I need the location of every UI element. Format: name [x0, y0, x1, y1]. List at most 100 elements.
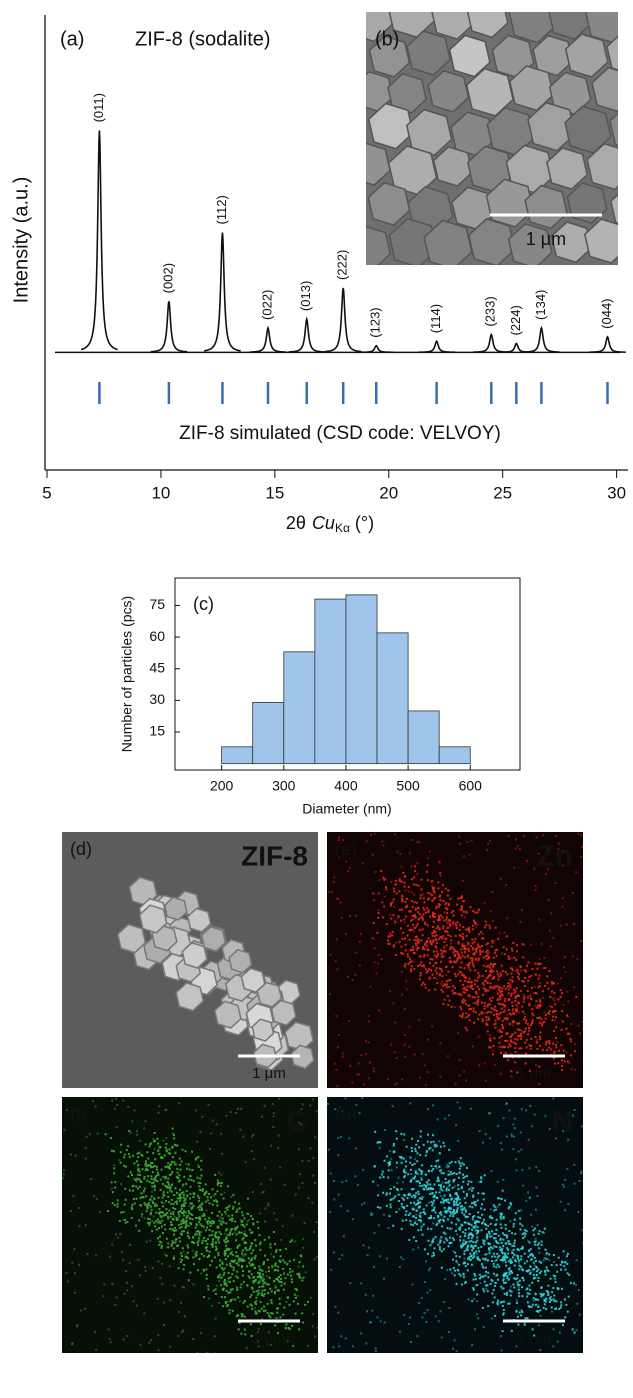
- signal-dot: [412, 1248, 415, 1251]
- signal-dot: [187, 1163, 190, 1166]
- signal-dot: [515, 1345, 518, 1348]
- signal-dot: [426, 1309, 429, 1312]
- signal-dot: [419, 1216, 422, 1218]
- signal-dot: [412, 883, 415, 886]
- signal-dot: [194, 1233, 197, 1236]
- crystal: [564, 33, 609, 78]
- signal-dot: [482, 993, 484, 996]
- signal-dot: [454, 934, 457, 937]
- signal-dot: [521, 1169, 524, 1172]
- signal-dot: [433, 977, 436, 979]
- signal-dot: [143, 1187, 146, 1190]
- signal-dot: [451, 966, 454, 969]
- signal-dot: [286, 1273, 289, 1276]
- signal-dot: [417, 911, 420, 914]
- signal-dot: [298, 1261, 301, 1264]
- crystal: [405, 108, 453, 157]
- signal-dot: [526, 1301, 529, 1304]
- signal-dot: [468, 1233, 471, 1236]
- signal-dot: [389, 1206, 392, 1209]
- signal-dot: [509, 983, 512, 986]
- signal-dot: [437, 925, 439, 928]
- signal-dot: [473, 1201, 475, 1204]
- signal-dot: [111, 1099, 113, 1102]
- signal-dot: [506, 1018, 509, 1021]
- signal-dot: [291, 1214, 294, 1217]
- signal-dot: [214, 1198, 217, 1201]
- signal-dot: [179, 1197, 181, 1200]
- signal-dot: [447, 1245, 450, 1248]
- signal-dot: [459, 896, 462, 899]
- signal-dot: [348, 1019, 351, 1022]
- signal-dot: [155, 1211, 158, 1214]
- signal-dot: [575, 1284, 578, 1286]
- signal-dot: [419, 1219, 422, 1221]
- signal-dot: [167, 1152, 170, 1155]
- signal-dot: [403, 1043, 406, 1046]
- signal-dot: [492, 985, 495, 988]
- signal-dot: [437, 953, 440, 955]
- signal-dot: [197, 1199, 200, 1202]
- signal-dot: [339, 1205, 342, 1208]
- signal-dot: [394, 1195, 397, 1198]
- signal-dot: [443, 1210, 446, 1213]
- signal-dot: [213, 1256, 216, 1259]
- signal-dot: [454, 922, 457, 925]
- signal-dot: [500, 1251, 503, 1254]
- signal-dot: [355, 1147, 358, 1150]
- signal-dot: [220, 1224, 223, 1226]
- signal-dot: [172, 1257, 175, 1260]
- signal-dot: [236, 1246, 239, 1249]
- signal-dot: [223, 1267, 226, 1270]
- signal-dot: [170, 1173, 173, 1176]
- signal-dot: [547, 1294, 550, 1296]
- signal-dot: [420, 888, 423, 891]
- signal-dot: [245, 1234, 248, 1237]
- signal-dot: [574, 1068, 577, 1071]
- signal-dot: [452, 914, 455, 917]
- signal-dot: [358, 1073, 360, 1076]
- signal-dot: [519, 1131, 522, 1134]
- signal-dot: [504, 1223, 507, 1226]
- signal-dot: [259, 1323, 262, 1325]
- signal-dot: [482, 1266, 485, 1269]
- signal-dot: [467, 964, 470, 967]
- signal-dot: [164, 1108, 167, 1111]
- signal-dot: [435, 905, 438, 908]
- signal-dot: [491, 939, 494, 942]
- signal-dot: [270, 1144, 273, 1147]
- signal-dot: [205, 1249, 208, 1252]
- signal-dot: [486, 1237, 489, 1240]
- signal-dot: [413, 939, 416, 942]
- signal-dot: [508, 957, 511, 960]
- signal-dot: [477, 1192, 480, 1195]
- signal-dot: [230, 1288, 232, 1291]
- signal-dot: [145, 1195, 148, 1198]
- signal-dot: [528, 1306, 531, 1309]
- signal-dot: [456, 958, 459, 961]
- signal-dot: [544, 1114, 547, 1117]
- signal-dot: [467, 966, 470, 969]
- signal-dot: [411, 839, 414, 841]
- signal-dot: [227, 1277, 230, 1280]
- signal-dot: [431, 1255, 434, 1258]
- signal-dot: [298, 1275, 301, 1278]
- signal-dot: [197, 1244, 200, 1247]
- signal-dot: [377, 962, 380, 965]
- signal-dot: [489, 1137, 492, 1140]
- signal-dot: [514, 847, 517, 850]
- signal-dot: [456, 1198, 459, 1200]
- signal-dot: [455, 1124, 458, 1127]
- signal-dot: [500, 1226, 503, 1229]
- signal-dot: [395, 1057, 398, 1059]
- signal-dot: [483, 1208, 486, 1211]
- signal-dot: [493, 1013, 495, 1016]
- signal-dot: [235, 1233, 238, 1236]
- signal-dot: [441, 990, 444, 993]
- signal-dot: [526, 1023, 529, 1026]
- signal-dot: [392, 887, 395, 890]
- signal-dot: [421, 1184, 424, 1187]
- signal-dot: [204, 1200, 207, 1203]
- signal-dot: [423, 1281, 426, 1284]
- signal-dot: [393, 1051, 396, 1054]
